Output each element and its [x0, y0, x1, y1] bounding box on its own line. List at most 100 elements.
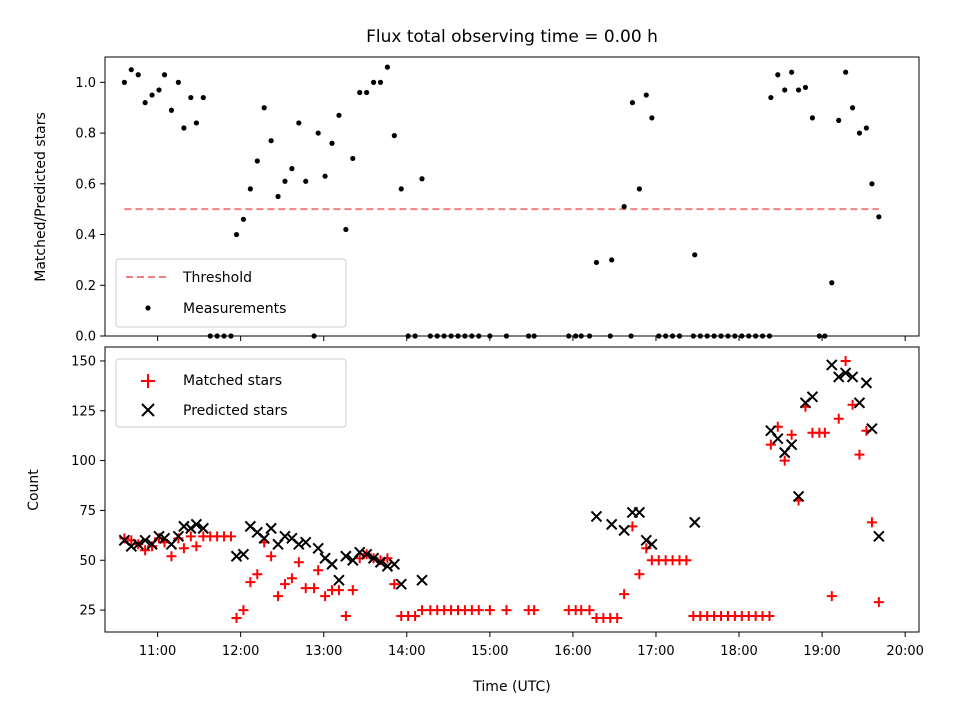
predicted-star-point: [258, 532, 270, 545]
measurement-point: [233, 231, 240, 238]
predicted-star-point: [395, 578, 407, 590]
predicted-star-point: [785, 438, 798, 451]
measurement-point: [175, 79, 181, 85]
bottom-x-tick-label: 17:00: [637, 644, 674, 659]
measurement-point: [350, 155, 356, 162]
predicted-star-point: [866, 423, 878, 435]
legend-measurements-label: Measurements: [183, 301, 286, 317]
bottom-y-tick-label: 125: [71, 404, 96, 419]
matched-star-point: [185, 531, 196, 542]
matched-star-point: [847, 399, 858, 410]
measurement-point: [168, 107, 175, 113]
measurement-point: [296, 120, 302, 126]
measurement-point: [156, 87, 162, 93]
matched-star-point: [252, 569, 263, 580]
bottom-x-tick-label: 19:00: [803, 644, 840, 659]
predicted-star-point: [646, 538, 658, 551]
measurement-point: [303, 178, 309, 184]
top-panel: 0.0 0.2 0.4 0.6 0.8 1.0 Matched/Predicted sta…: [33, 56, 920, 345]
predicted-star-point: [326, 558, 338, 570]
bottom-y-ticks: 25 50 75 100 125 150: [71, 354, 105, 619]
matched-star-point: [245, 577, 256, 588]
predicted-star-point: [806, 391, 819, 403]
matched-star-point: [612, 613, 623, 624]
top-x-ticks: [157, 336, 906, 341]
bottom-x-tick-label: 13:00: [305, 644, 342, 659]
predicted-star-point: [832, 371, 845, 383]
top-y-ticks: 0.0 0.2 0.4 0.6 0.8 1.0: [75, 76, 105, 345]
matched-star-point: [225, 531, 236, 542]
matched-star-point: [619, 589, 630, 600]
top-y-tick-label: 1.0: [75, 76, 96, 91]
top-y-tick-label: 0.6: [75, 177, 96, 192]
x-axis-label: Time (UTC): [472, 679, 550, 695]
matched-star-point: [347, 585, 358, 596]
measurement-point: [843, 69, 849, 75]
predicted-star-point: [172, 530, 185, 543]
predicted-star-point: [388, 558, 401, 570]
matched-star-point: [286, 573, 297, 584]
predicted-star-point: [300, 536, 312, 549]
predicted-star-point: [178, 520, 190, 533]
measurement-point: [384, 64, 391, 70]
bottom-y-tick-label: 100: [71, 454, 96, 469]
bottom-plot-marks: [118, 355, 885, 624]
measurement-point: [856, 130, 863, 136]
top-y-tick-label: 0.8: [75, 127, 96, 142]
matched-star-point: [266, 551, 277, 562]
matched-star-point: [340, 611, 351, 622]
predicted-star-point: [772, 432, 784, 445]
bottom-y-tick-label: 150: [71, 354, 96, 369]
predicted-star-point: [590, 510, 603, 523]
matched-star-point: [826, 591, 837, 602]
measurement-point: [829, 280, 835, 286]
matched-star-point: [389, 579, 400, 590]
matched-star-point: [293, 557, 304, 568]
top-y-tick-label: 0.2: [75, 279, 96, 294]
predicted-star-point: [792, 490, 805, 503]
predicted-star-point: [354, 546, 366, 558]
measurement-point: [135, 72, 141, 78]
measurement-point: [142, 100, 148, 106]
measurement-point: [193, 120, 199, 126]
measurement-point: [849, 105, 856, 111]
predicted-star-point: [826, 359, 838, 371]
matched-star-point: [191, 541, 202, 552]
predicted-star-point: [689, 516, 701, 529]
measurement-point: [636, 186, 642, 192]
legend-predicted-label: Predicted stars: [183, 403, 288, 419]
measurement-point: [357, 89, 363, 96]
measurement-point: [370, 79, 377, 85]
measurement-point: [315, 130, 321, 136]
top-legend-box: [115, 258, 347, 328]
measurement-point: [609, 257, 615, 263]
predicted-star-point: [640, 534, 652, 547]
measurement-point: [593, 259, 600, 266]
predicted-star-point: [197, 522, 209, 535]
legend-threshold-label: Threshold: [182, 270, 252, 286]
measurement-point: [629, 100, 636, 106]
matched-star-point: [584, 605, 595, 616]
bottom-legend-box: [115, 358, 347, 428]
measurement-point: [247, 186, 253, 192]
top-plot-frame: [104, 56, 920, 337]
matched-star-point: [764, 611, 775, 622]
bottom-x-tick-label: 14:00: [388, 644, 425, 659]
measurement-point: [789, 69, 795, 75]
matched-star-point: [854, 449, 865, 460]
measurement-point: [391, 133, 397, 139]
predicted-star-point: [367, 552, 380, 564]
measurement-point: [795, 87, 802, 93]
matched-star-point: [765, 439, 776, 450]
measurement-point: [643, 92, 649, 98]
top-y-tick-label: 0.0: [75, 330, 96, 345]
measurement-point: [121, 79, 127, 85]
measurement-point: [782, 87, 788, 93]
measurement-point: [869, 181, 875, 187]
bottom-x-ticks: 11:00 12:00 13:00 14:00 15:00 16:00 17:00 18:00…: [139, 632, 924, 659]
legend-predicted-swatch: [141, 403, 155, 417]
matched-star-point: [273, 591, 284, 602]
matched-star-point: [231, 613, 242, 624]
predicted-star-point: [381, 560, 394, 572]
matched-star-point: [866, 517, 877, 528]
